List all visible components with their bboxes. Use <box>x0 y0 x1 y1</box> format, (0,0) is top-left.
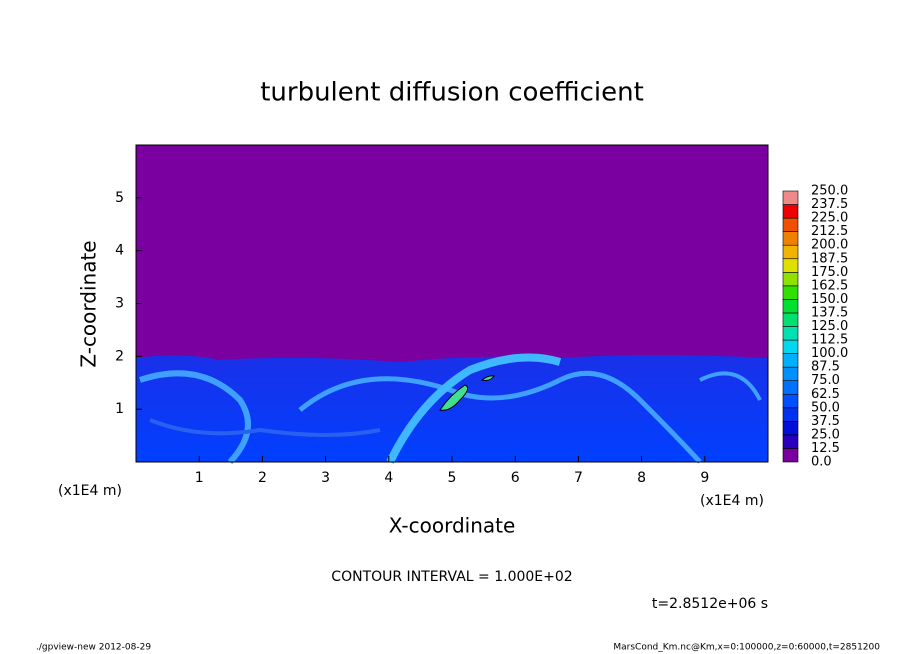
colorbar-band <box>782 326 799 341</box>
y-tick-label: 2 <box>115 348 124 364</box>
colorbar-band <box>782 448 799 463</box>
x-tick-label: 8 <box>637 470 646 486</box>
colorbar-label: 237.5 <box>811 197 848 212</box>
y-tick-label: 5 <box>115 190 124 206</box>
colorbar-band <box>782 231 799 246</box>
colorbar-band <box>782 299 799 314</box>
field <box>136 145 768 465</box>
colorbar-band <box>782 190 799 205</box>
x-axis-label: X-coordinate <box>389 514 516 538</box>
colorbar-label: 225.0 <box>811 211 848 226</box>
colorbar-label: 50.0 <box>811 400 840 415</box>
colorbar-label: 12.5 <box>811 441 840 456</box>
colorbar-label: 62.5 <box>811 387 840 402</box>
colorbar-band <box>782 258 799 273</box>
y-axis-label: Z-coordinate <box>77 240 101 367</box>
colorbar-band <box>782 421 799 436</box>
colorbar-band <box>782 353 799 368</box>
x-tick-label: 4 <box>384 470 393 486</box>
colorbar-label: 112.5 <box>811 333 848 348</box>
x-tick-label: 7 <box>574 470 583 486</box>
colorbar-band <box>782 244 799 260</box>
x-tick-label: 9 <box>700 470 709 486</box>
colorbar-label: 250.0 <box>811 184 848 199</box>
colorbar-label: 175.0 <box>811 265 848 280</box>
colorbar-band <box>782 407 799 422</box>
colorbar-band <box>782 217 799 232</box>
colorbar-label: 212.5 <box>811 224 848 239</box>
x-tick-label: 6 <box>511 470 520 486</box>
colorbar-band <box>782 285 799 300</box>
y-tick-label: 1 <box>115 401 124 417</box>
colorbar-label: 25.0 <box>811 427 840 442</box>
colorbar-band <box>782 393 799 409</box>
colorbar-band <box>782 434 799 449</box>
colorbar-band <box>782 380 799 395</box>
colorbar-label: 0.0 <box>811 455 832 470</box>
colorbar-label: 162.5 <box>811 278 848 293</box>
contour-interval: CONTOUR INTERVAL = 1.000E+02 <box>331 569 572 585</box>
colorbar-label: 125.0 <box>811 319 848 334</box>
time-label: t=2.8512e+06 s <box>652 596 768 612</box>
colorbar-label: 37.5 <box>811 414 840 429</box>
x-tick-label: 1 <box>195 470 204 486</box>
x-tick-label: 3 <box>321 470 330 486</box>
x-unit-left: (x1E4 m) <box>58 483 122 499</box>
colorbar-label: 150.0 <box>811 292 848 307</box>
colorbar-band <box>782 271 799 287</box>
colorbar-label: 137.5 <box>811 305 848 320</box>
colorbar-band <box>782 312 799 327</box>
x-tick-label: 5 <box>448 470 457 486</box>
footer-left: ./gpview-new 2012-08-29 <box>36 643 151 653</box>
chart-title: turbulent diffusion coefficient <box>260 78 644 108</box>
colorbar-label: 187.5 <box>811 251 848 266</box>
colorbar-band <box>782 204 799 219</box>
y-tick-label: 3 <box>115 296 124 312</box>
footer-right: MarsCond_Km.nc@Km,x=0:100000,z=0:60000,t… <box>613 643 880 653</box>
colorbar-band <box>782 339 799 354</box>
colorbar-label: 200.0 <box>811 238 848 253</box>
colorbar-band <box>782 366 799 381</box>
colorbar-label: 100.0 <box>811 346 848 361</box>
y-tick-label: 4 <box>115 243 124 259</box>
colorbar-label: 75.0 <box>811 373 840 388</box>
colorbar-label: 87.5 <box>811 360 840 375</box>
x-tick-label: 2 <box>258 470 267 486</box>
x-unit-right: (x1E4 m) <box>700 493 764 509</box>
